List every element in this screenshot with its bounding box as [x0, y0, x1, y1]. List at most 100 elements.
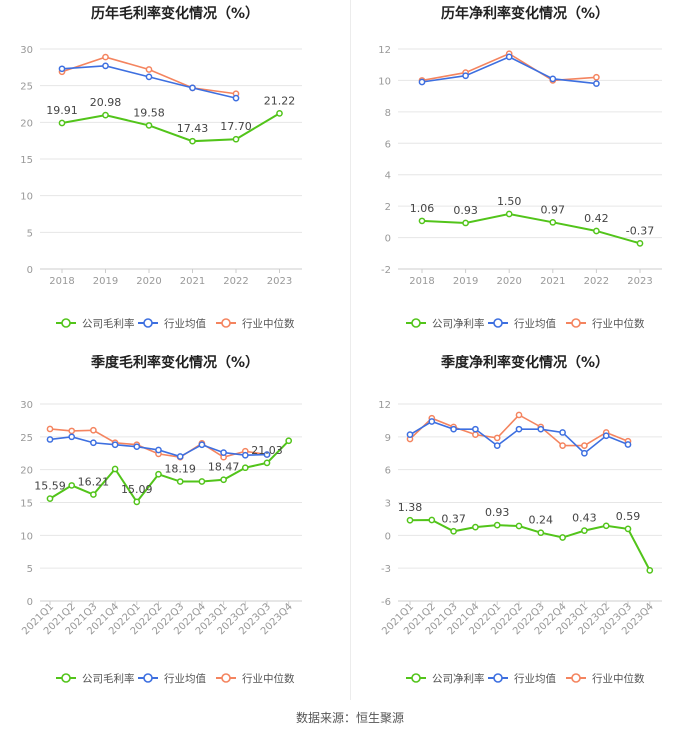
data-point-average	[624, 441, 632, 448]
x-tick-label: 2018	[49, 276, 74, 287]
data-point-company	[593, 227, 600, 235]
data-point-average	[155, 446, 162, 454]
legend-swatch-marker	[221, 318, 231, 328]
data-label: 0.93	[485, 506, 510, 519]
chart-title: 历年毛利率变化情况（%）	[91, 5, 259, 22]
data-label: 0.37	[441, 512, 466, 525]
data-point-company	[581, 527, 588, 534]
y-tick-label: 9	[385, 433, 391, 444]
data-point-company	[418, 217, 426, 225]
data-point-company	[220, 476, 227, 484]
y-tick-label: 5	[27, 228, 33, 239]
data-label: 0.59	[616, 510, 641, 523]
data-point-average	[102, 62, 109, 70]
x-tick-label: 2021	[540, 276, 565, 287]
panel-divider	[350, 0, 351, 700]
data-label: 1.38	[398, 501, 423, 514]
data-point-average	[450, 425, 457, 433]
quarterly-net-margin-chart: 季度净利率变化情况（%）-6-30369122021Q12021Q22021Q3…	[378, 355, 662, 685]
x-tick-label: 2023	[627, 276, 652, 287]
data-point-company	[198, 478, 206, 485]
data-point-average	[111, 441, 119, 449]
legend-label: 公司净利率	[432, 317, 485, 330]
data-point-company	[263, 459, 271, 467]
legend-label: 行业均值	[164, 317, 206, 330]
data-point-average	[198, 441, 206, 449]
data-point-average	[176, 453, 184, 460]
legend-item-median: 行业中位数	[566, 317, 645, 330]
data-point-company	[602, 522, 610, 530]
series-line-company	[421, 212, 641, 245]
legend-swatch-marker	[221, 673, 231, 683]
data-point-company	[46, 495, 54, 502]
y-tick-label: -6	[381, 597, 391, 608]
data-point-company	[276, 110, 283, 117]
data-point-company	[176, 478, 184, 485]
y-tick-label: 10	[378, 76, 391, 87]
data-label: 21.22	[264, 94, 296, 107]
legend-item-average: 行业均值	[488, 672, 556, 685]
quarterly-gross-margin-chart: 季度毛利率变化情况（%）0510152025302021Q12021Q22021…	[20, 355, 302, 685]
data-point-median	[581, 442, 588, 449]
y-tick-label: 3	[385, 499, 391, 510]
data-point-average	[581, 449, 588, 457]
data-point-company	[636, 240, 644, 247]
y-tick-label: 0	[385, 531, 391, 542]
y-tick-label: 30	[20, 45, 33, 56]
data-point-average	[493, 442, 501, 449]
data-label: 1.50	[497, 195, 522, 208]
y-tick-label: 6	[385, 466, 391, 477]
y-tick-label: 0	[27, 597, 33, 608]
data-point-company	[505, 210, 513, 218]
data-point-median	[90, 426, 97, 434]
legend-swatch-marker	[61, 318, 71, 328]
data-point-company	[133, 498, 141, 506]
data-label: 17.43	[177, 122, 209, 135]
series-line-company	[61, 112, 281, 143]
y-tick-label: 25	[20, 433, 33, 444]
data-point-average	[537, 425, 545, 433]
data-point-average	[241, 451, 249, 459]
data-point-company	[406, 516, 414, 524]
data-point-average	[68, 433, 76, 441]
legend-item-average: 行业均值	[138, 317, 206, 330]
data-point-average	[559, 429, 566, 436]
y-tick-label: -2	[381, 265, 391, 276]
y-tick-label: 12	[378, 400, 391, 411]
data-point-average	[549, 75, 557, 83]
data-label: 15.59	[34, 480, 66, 493]
data-label: 21.03	[251, 444, 283, 457]
series-line-company	[49, 440, 290, 504]
y-tick-label: 30	[20, 400, 33, 411]
data-point-average	[462, 72, 469, 80]
y-tick-label: 15	[20, 499, 33, 510]
x-tick-label: 2019	[93, 276, 118, 287]
data-label: -0.37	[626, 224, 654, 237]
x-tick-label: 2020	[136, 276, 161, 287]
legend-swatch-marker	[411, 673, 421, 683]
data-point-median	[102, 53, 109, 61]
data-point-company	[90, 491, 97, 498]
y-tick-label: 5	[27, 564, 33, 575]
data-point-company	[68, 482, 76, 489]
data-label: 18.47	[208, 461, 240, 474]
data-point-average	[428, 418, 436, 425]
y-tick-label: 0	[385, 234, 391, 245]
data-point-median	[593, 73, 600, 81]
data-point-median	[145, 66, 153, 73]
legend-swatch-marker	[571, 318, 581, 328]
legend-label: 行业中位数	[592, 672, 645, 685]
data-label: 1.06	[410, 202, 435, 215]
data-point-company	[450, 527, 457, 535]
data-point-company	[472, 523, 479, 531]
data-point-average	[58, 65, 66, 73]
legend-label: 公司净利率	[432, 672, 485, 685]
y-tick-label: 6	[385, 139, 391, 150]
legend-item-company: 公司净利率	[406, 317, 485, 330]
legend-label: 行业中位数	[592, 317, 645, 330]
data-point-average	[472, 425, 479, 433]
legend-item-average: 行业均值	[488, 317, 556, 330]
data-label: 0.24	[529, 514, 554, 527]
legend-swatch-marker	[61, 673, 71, 683]
data-label: 0.93	[453, 204, 478, 217]
